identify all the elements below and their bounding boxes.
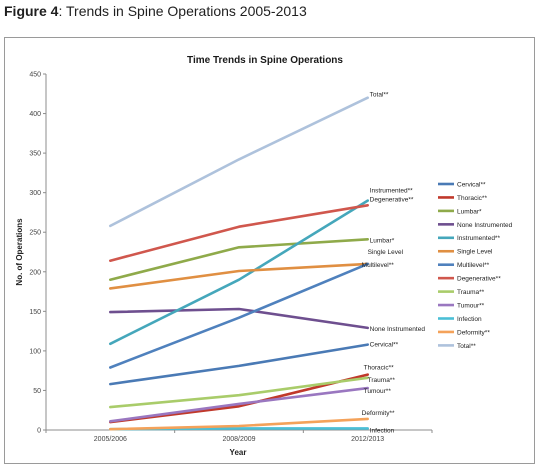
line-label-total: Total** <box>370 92 389 99</box>
y-tick-label: 250 <box>29 230 41 237</box>
legend-label: Trauma** <box>457 289 485 296</box>
series-line-instrumented <box>109 199 370 346</box>
legend-label: Cervical** <box>457 181 486 188</box>
legend-item-lumbar: Lumbar* <box>438 208 482 215</box>
series-line-deformity <box>109 417 370 431</box>
x-tick-label: 2012/2013 <box>351 436 384 443</box>
x-axis-title: Year <box>230 448 247 457</box>
series-line-tumour <box>109 386 370 423</box>
line-label-multilevel: Multilevel** <box>362 262 395 269</box>
legend-label: Instrumented** <box>457 235 500 242</box>
y-tick-label: 350 <box>29 151 41 158</box>
chart-frame: Time Trends in Spine Operations No. of O… <box>4 37 535 464</box>
legend-label: Lumbar* <box>457 208 482 215</box>
legend-label: Infection <box>457 316 482 323</box>
y-tick-label: 300 <box>29 190 41 197</box>
line-end-labels: Cervical** Thoracic** Lumbar* None Instrume… <box>362 92 426 435</box>
legend-item-multilevel: Multilevel** <box>438 262 490 269</box>
series-line-thoracic <box>109 373 370 424</box>
y-tick-label: 400 <box>29 111 41 118</box>
legend-item-total: Total** <box>438 343 476 350</box>
x-tick-label: 2005/2006 <box>94 436 127 443</box>
figure-caption-text: : Trends in Spine Operations 2005-2013 <box>58 3 307 19</box>
x-tick-label: 2008/2009 <box>222 436 255 443</box>
series-line-cervical <box>109 343 370 386</box>
legend-label: Deformity** <box>457 329 490 336</box>
y-tick-label: 100 <box>29 348 41 355</box>
legend-item-infection: Infection <box>438 316 482 323</box>
legend-label: Single Level <box>457 249 493 256</box>
legend-item-thoracic: Thoracic** <box>438 195 487 202</box>
legend-label: Multilevel** <box>457 262 490 269</box>
legend: Cervical** Thoracic** Lumbar* None Instrume… <box>438 181 513 350</box>
series-line-total <box>109 96 370 228</box>
line-label-none-instrumented: None Instrumented <box>370 326 426 333</box>
legend-label: Tumour** <box>457 302 485 309</box>
y-tick-label: 450 <box>29 72 41 79</box>
line-label-infection: Infection <box>370 427 395 434</box>
y-axis-title: No. of Operations <box>15 218 24 286</box>
series-line-degenerative <box>109 204 370 262</box>
figure-caption: Figure 4: Trends in Spine Operations 200… <box>4 3 307 19</box>
y-tick-label: 0 <box>37 428 41 435</box>
line-label-instrumented: Instrumented** <box>370 188 413 195</box>
line-label-deformity: Deformity** <box>362 410 395 417</box>
legend-item-instrumented: Instrumented** <box>438 235 500 242</box>
figure-label: Figure 4 <box>4 3 59 19</box>
legend-item-degenerative: Degenerative** <box>438 276 501 283</box>
line-label-trauma: Trauma** <box>368 377 396 384</box>
line-chart: Time Trends in Spine Operations No. of O… <box>15 55 513 457</box>
series-line-single-level <box>109 262 370 290</box>
y-tick-label: 200 <box>29 269 41 276</box>
legend-item-trauma: Trauma** <box>438 289 485 296</box>
legend-label: Total** <box>457 343 476 350</box>
line-label-cervical: Cervical** <box>370 342 399 349</box>
legend-item-single-level: Single Level <box>438 249 493 256</box>
series-lines <box>109 96 370 431</box>
chart-title: Time Trends in Spine Operations <box>187 55 343 66</box>
legend-item-tumour: Tumour** <box>438 302 485 309</box>
line-label-degenerative: Degenerative** <box>370 196 414 203</box>
y-tick-label: 50 <box>33 388 41 395</box>
legend-item-none-instrumented: None Instrumented <box>438 222 513 229</box>
line-label-lumbar: Lumbar* <box>370 237 395 244</box>
y-tick-label: 150 <box>29 309 41 316</box>
legend-item-deformity: Deformity** <box>438 329 490 336</box>
line-label-thoracic: Thoracic** <box>364 365 394 372</box>
legend-label: Degenerative** <box>457 276 501 283</box>
series-line-lumbar <box>109 238 370 281</box>
series-line-trauma <box>109 376 370 409</box>
legend-item-cervical: Cervical** <box>438 181 486 188</box>
legend-label: None Instrumented <box>457 222 513 229</box>
series-line-multilevel <box>109 262 370 369</box>
legend-label: Thoracic** <box>457 195 487 202</box>
line-label-tumour: Tumour** <box>364 388 392 395</box>
line-label-single-level: Single Level <box>368 249 404 256</box>
series-line-none-instrumented <box>109 307 370 330</box>
